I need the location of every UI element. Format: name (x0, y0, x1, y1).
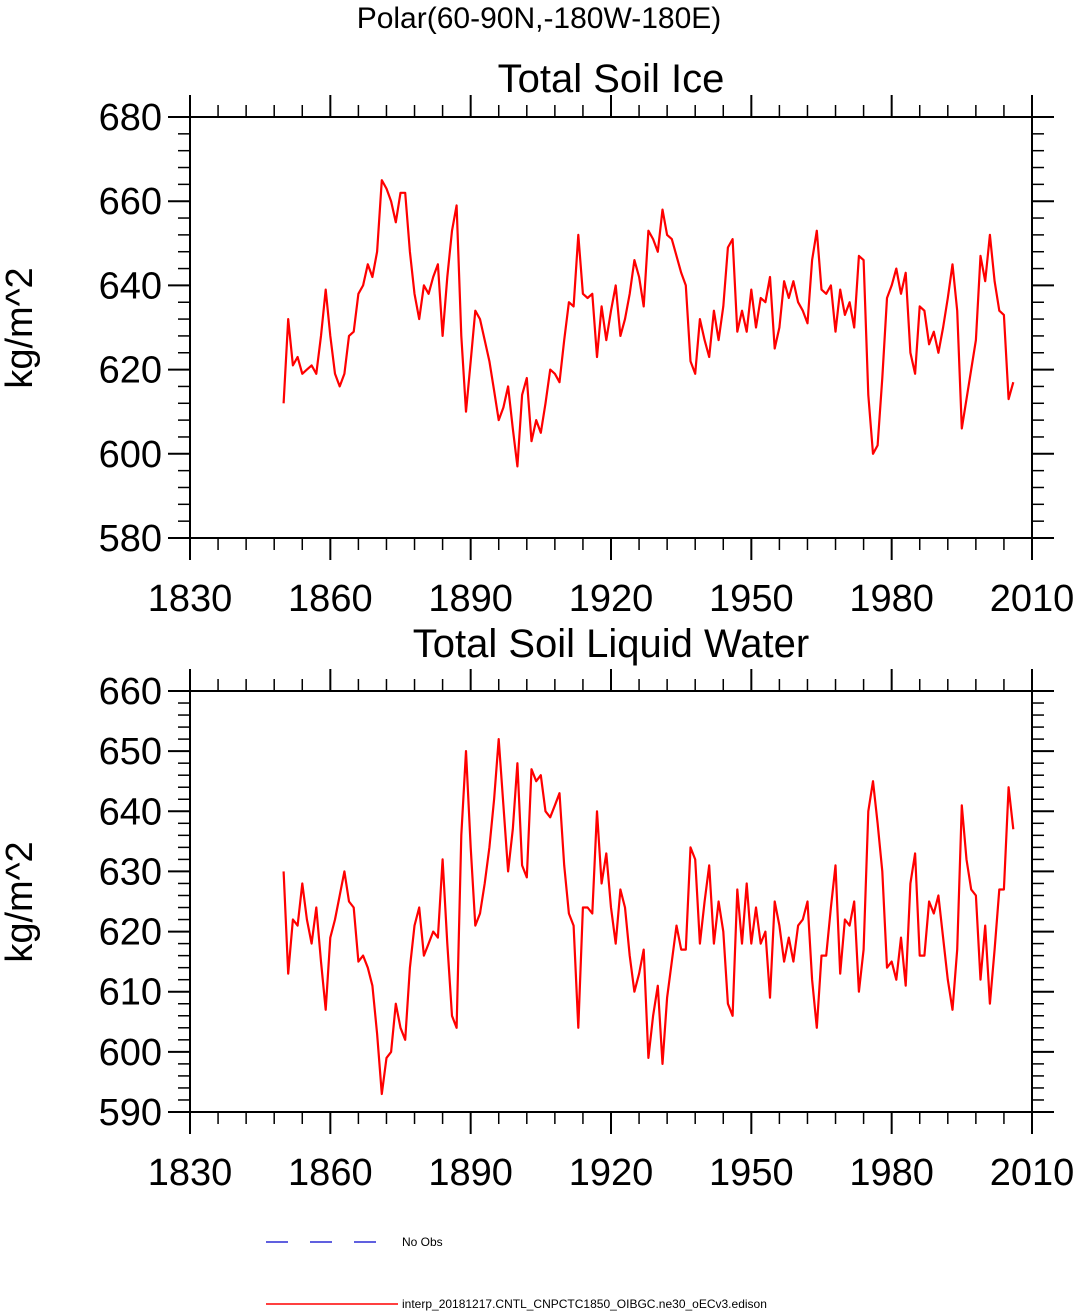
legend-series-label: interp_20181217.CNTL_CNPCTC1850_OIBGC.ne… (402, 1297, 767, 1311)
x-tick-label: 1860 (288, 1152, 373, 1194)
tick-group (168, 669, 1054, 1134)
y-tick-label: 590 (99, 1092, 162, 1134)
legend: No Obs interp_20181217.CNTL_CNPCTC1850_O… (266, 1235, 767, 1311)
panel-soil-liquid-water: Total Soil Liquid Water 590 600 610 620 630 6… (0, 622, 1074, 1194)
plot-frame (189, 690, 1033, 1113)
y-tick-label: 630 (99, 851, 162, 893)
panel-title: Total Soil Liquid Water (413, 622, 809, 666)
x-tick-label: 2010 (990, 1152, 1075, 1194)
tick-label-group: 580 600 620 640 660 680 1830 1860 1890 1920 1950 19… (99, 97, 1075, 620)
y-axis-label: kg/m^2 (0, 841, 41, 962)
x-tick-label: 1920 (569, 1152, 654, 1194)
x-tick-label: 1860 (288, 578, 373, 620)
plot-frame (189, 116, 1033, 539)
legend-no-obs-label: No Obs (402, 1235, 443, 1249)
y-tick-label: 660 (99, 181, 162, 223)
y-tick-label: 640 (99, 791, 162, 833)
x-tick-label: 2010 (990, 578, 1075, 620)
x-tick-label: 1890 (428, 1152, 513, 1194)
series-group (282, 737, 1015, 1096)
y-tick-label: 610 (99, 972, 162, 1014)
x-tick-label: 1890 (428, 578, 513, 620)
tick-label-group: 590 600 610 620 630 640 650 660 1830 1860 1890 1920… (99, 671, 1075, 1194)
y-tick-label: 620 (99, 350, 162, 392)
x-tick-label: 1830 (148, 578, 233, 620)
x-tick-label: 1980 (849, 578, 934, 620)
tick-group (168, 95, 1054, 560)
y-tick-label: 660 (99, 671, 162, 713)
y-axis-label: kg/m^2 (0, 267, 41, 388)
y-tick-label: 620 (99, 912, 162, 954)
y-tick-label: 680 (99, 97, 162, 139)
series-line (282, 737, 1015, 1096)
y-tick-label: 600 (99, 1032, 162, 1074)
series-line (282, 179, 1015, 468)
series-group (282, 179, 1015, 468)
y-tick-label: 580 (99, 518, 162, 560)
y-tick-label: 640 (99, 265, 162, 307)
x-tick-label: 1830 (148, 1152, 233, 1194)
y-tick-label: 600 (99, 434, 162, 476)
super-title: Polar(60-90N,-180W-180E) (357, 2, 722, 35)
x-tick-label: 1950 (709, 1152, 794, 1194)
y-tick-label: 650 (99, 731, 162, 773)
x-tick-label: 1980 (849, 1152, 934, 1194)
panel-title: Total Soil Ice (498, 57, 725, 101)
panel-soil-ice: Total Soil Ice 580 600 620 640 660 680 1830 186… (0, 57, 1074, 620)
x-tick-label: 1920 (569, 578, 654, 620)
x-tick-label: 1950 (709, 578, 794, 620)
